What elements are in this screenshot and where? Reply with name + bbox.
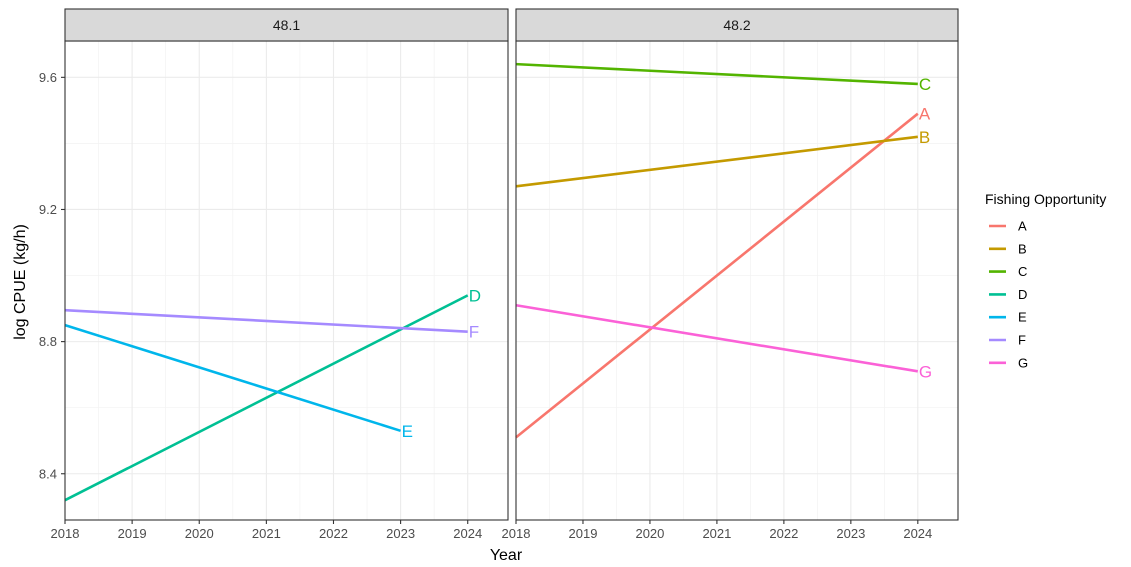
end-label-D: D	[469, 286, 481, 305]
x-tick-label: 2019	[569, 526, 598, 541]
legend-label: E	[1018, 310, 1027, 325]
x-tick-label: 2020	[185, 526, 214, 541]
legend-item-E: E	[989, 310, 1027, 325]
x-tick-label: 2019	[118, 526, 147, 541]
series-line-D	[64, 294, 469, 502]
series-line-E	[64, 323, 401, 433]
end-label-G: G	[919, 362, 932, 381]
legend-item-C: C	[989, 264, 1027, 279]
x-tick-label: 2021	[252, 526, 281, 541]
legend-label: D	[1018, 287, 1027, 302]
series-line-A	[515, 112, 919, 439]
end-label-B: B	[919, 128, 930, 147]
end-label-F: F	[469, 323, 479, 342]
y-tick-label: 8.4	[39, 466, 57, 481]
legend-item-D: D	[989, 287, 1027, 302]
series-line-F	[64, 308, 468, 334]
legend-title: Fishing Opportunity	[985, 191, 1106, 207]
panel-background	[516, 41, 958, 520]
x-tick-label: 2023	[836, 526, 865, 541]
legend-item-F: F	[989, 333, 1026, 348]
panel-48-2: AB C G 48.2 2018 2019 2020 2021 2022 2023 2024	[502, 8, 959, 541]
legend-label: G	[1018, 355, 1028, 370]
legend-label: C	[1018, 264, 1027, 279]
x-tick-label: 2020	[635, 526, 664, 541]
series-line-G	[515, 303, 919, 373]
x-tick-label: 2024	[453, 526, 482, 541]
x-tick-label: 2022	[769, 526, 798, 541]
panels-layer: D E F 48.1 2018 2019 2020 2021 2022 2023 2024 8.4 8.…	[39, 8, 959, 541]
x-tick-label: 2022	[319, 526, 348, 541]
series-line-C	[515, 62, 918, 86]
strip-label: 48.2	[723, 17, 750, 33]
x-tick-label: 2024	[903, 526, 932, 541]
end-label-C: C	[919, 75, 931, 94]
strip-background	[515, 8, 959, 42]
y-tick-label: 8.8	[39, 334, 57, 349]
end-label-E: E	[402, 422, 413, 441]
end-label-A: A	[919, 105, 931, 124]
legend-item-G: G	[989, 355, 1028, 370]
y-axis-title: log CPUE (kg/h)	[12, 224, 29, 340]
x-tick-label: 2023	[386, 526, 415, 541]
legend-label: B	[1018, 241, 1027, 256]
panel-background	[65, 41, 508, 520]
legend-label: A	[1018, 219, 1027, 234]
y-tick-label: 9.6	[39, 70, 57, 85]
legend-label: F	[1018, 333, 1026, 348]
series-line-B	[515, 135, 918, 188]
legend-item-A: A	[989, 219, 1027, 234]
x-tick-label: 2018	[51, 526, 80, 541]
y-tick-label: 9.2	[39, 202, 57, 217]
x-axis-title: Year	[490, 547, 523, 564]
panel-48-1: D E F 48.1 2018 2019 2020 2021 2022 2023 2024 8.4 8.…	[39, 8, 509, 541]
strip-background	[64, 8, 509, 42]
x-tick-label: 2021	[702, 526, 731, 541]
strip-label: 48.1	[273, 17, 300, 33]
legend-item-B: B	[989, 241, 1027, 256]
x-tick-label: 2018	[502, 526, 531, 541]
